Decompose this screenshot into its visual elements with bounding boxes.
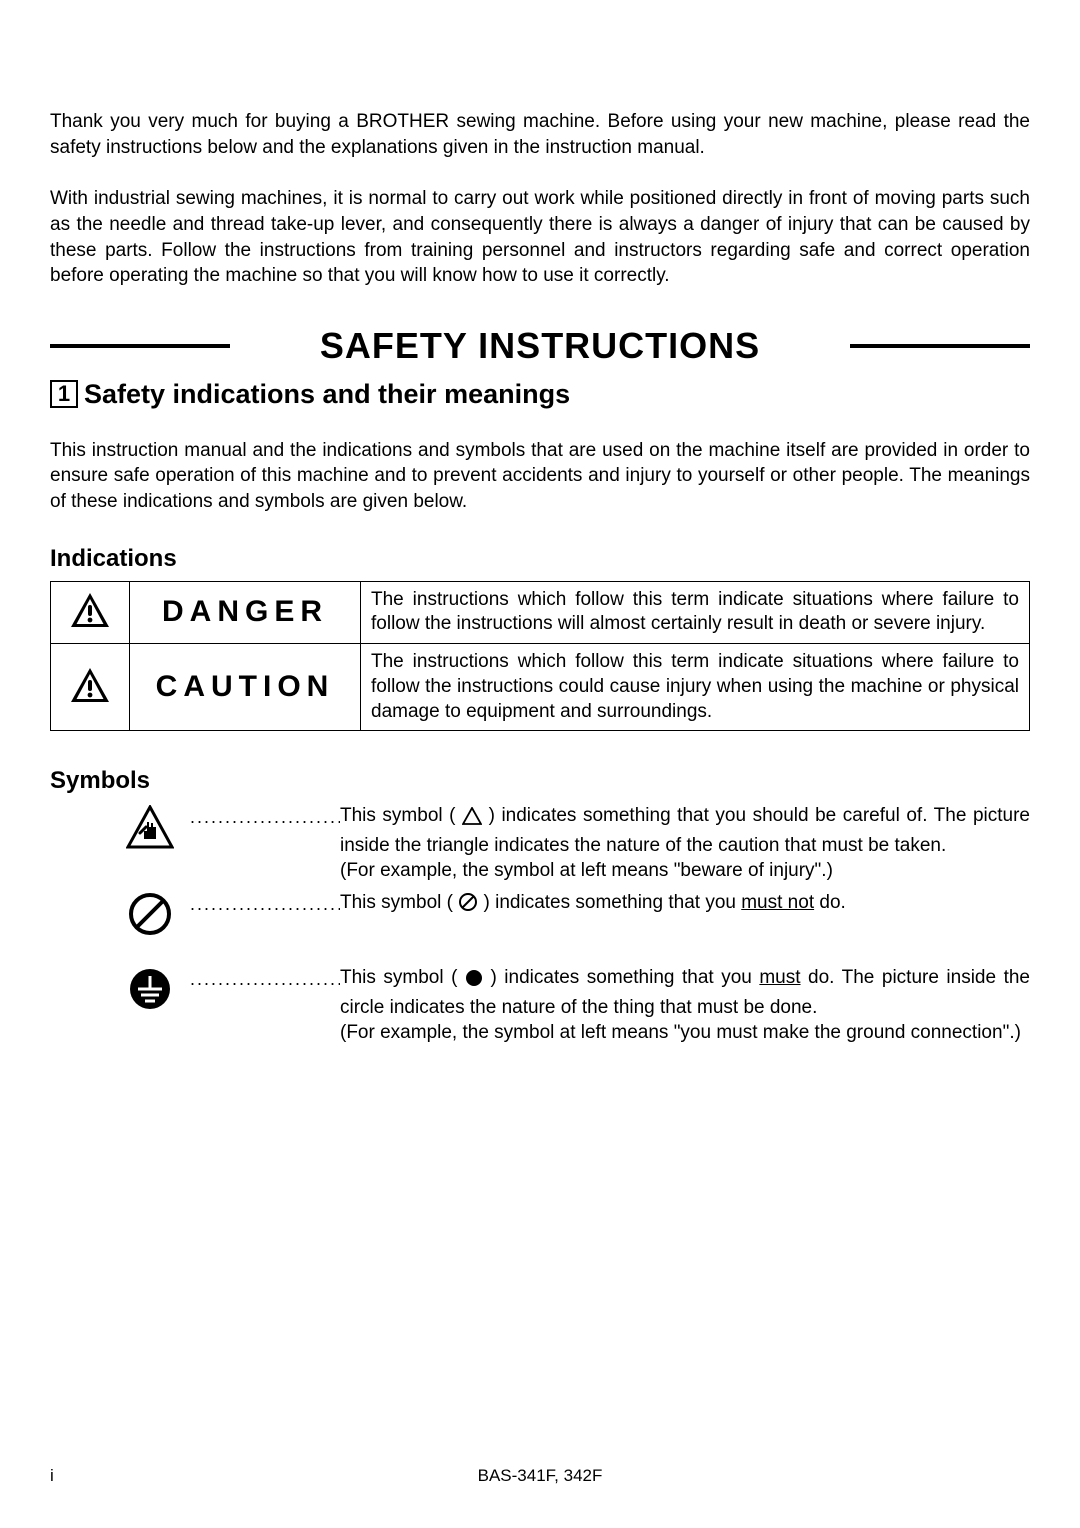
- must-text-pre: This symbol (: [340, 967, 465, 988]
- symbol-row-caution: ........................................…: [50, 803, 1030, 884]
- table-row: CAUTION The instructions which follow th…: [51, 644, 1030, 731]
- prohibit-circle-icon: [50, 890, 190, 941]
- footer: i BAS-341F, 342F: [50, 1466, 1030, 1486]
- caution-triangle-icon: [50, 803, 190, 854]
- inline-prohibit-icon: [458, 892, 478, 920]
- table-row: DANGER The instructions which follow thi…: [51, 581, 1030, 643]
- indication-label-cell: DANGER: [130, 581, 361, 643]
- dotted-leader: ........................................: [190, 890, 340, 915]
- symbol-row-must: ........................................…: [50, 965, 1030, 1046]
- title-rule-right: [850, 344, 1030, 348]
- caution-symbol-text: This symbol ( ) indicates something that…: [340, 803, 1030, 884]
- warning-triangle-icon: [69, 591, 111, 634]
- must-text-post-1: ) indicates something that you: [483, 967, 759, 988]
- symbols-heading: Symbols: [50, 767, 1030, 795]
- spacer: [50, 947, 1030, 965]
- warning-icon-cell: [51, 581, 130, 643]
- must-symbol-text: This symbol ( ) indicates something that…: [340, 965, 1030, 1046]
- dotted-leader: ........................................: [190, 965, 340, 990]
- section-heading: 1 Safety indications and their meanings: [50, 379, 1030, 410]
- model-number: BAS-341F, 342F: [50, 1466, 1030, 1486]
- title-rule-left: [50, 344, 230, 348]
- main-title: SAFETY INSTRUCTIONS: [230, 325, 850, 367]
- caution-text-post-b: (For example, the symbol at left means "…: [340, 860, 833, 881]
- warning-triangle-icon: [69, 666, 111, 709]
- intro-paragraph-2: With industrial sewing machines, it is n…: [50, 186, 1030, 289]
- prohibit-text-underline: must not: [741, 892, 814, 913]
- indications-heading: Indications: [50, 545, 1030, 573]
- page: Thank you very much for buying a BROTHER…: [0, 0, 1080, 1528]
- warning-icon-cell: [51, 644, 130, 731]
- dotted-leader: ........................................: [190, 803, 340, 828]
- caution-label: CAUTION: [156, 670, 335, 703]
- prohibit-text-post-1: ) indicates something that you: [478, 892, 741, 913]
- prohibit-text-post-2: do.: [814, 892, 846, 913]
- prohibit-symbol-text: This symbol ( ) indicates something that…: [340, 890, 1030, 920]
- caution-description: The instructions which follow this term …: [371, 650, 1019, 724]
- indications-table: DANGER The instructions which follow thi…: [50, 581, 1030, 731]
- prohibit-text-pre: This symbol (: [340, 892, 458, 913]
- inline-triangle-icon: [462, 807, 482, 833]
- indication-desc-cell: The instructions which follow this term …: [361, 644, 1030, 731]
- symbols-area: ........................................…: [50, 803, 1030, 1046]
- symbol-row-prohibit: ........................................…: [50, 890, 1030, 941]
- section-body: This instruction manual and the indicati…: [50, 438, 1030, 515]
- danger-label: DANGER: [162, 595, 328, 628]
- danger-description: The instructions which follow this term …: [371, 588, 1019, 637]
- section-heading-text: Safety indications and their meanings: [84, 379, 570, 410]
- title-row: SAFETY INSTRUCTIONS: [50, 325, 1030, 367]
- section-number-box: 1: [50, 380, 78, 408]
- inline-circle-icon: [465, 969, 483, 995]
- must-ground-icon: [50, 965, 190, 1016]
- caution-text-pre: This symbol (: [340, 805, 462, 826]
- must-text-post-b: (For example, the symbol at left means "…: [340, 1022, 1021, 1043]
- intro-paragraph-1: Thank you very much for buying a BROTHER…: [50, 109, 1030, 160]
- must-text-underline: must: [759, 967, 800, 988]
- indication-desc-cell: The instructions which follow this term …: [361, 581, 1030, 643]
- indication-label-cell: CAUTION: [130, 644, 361, 731]
